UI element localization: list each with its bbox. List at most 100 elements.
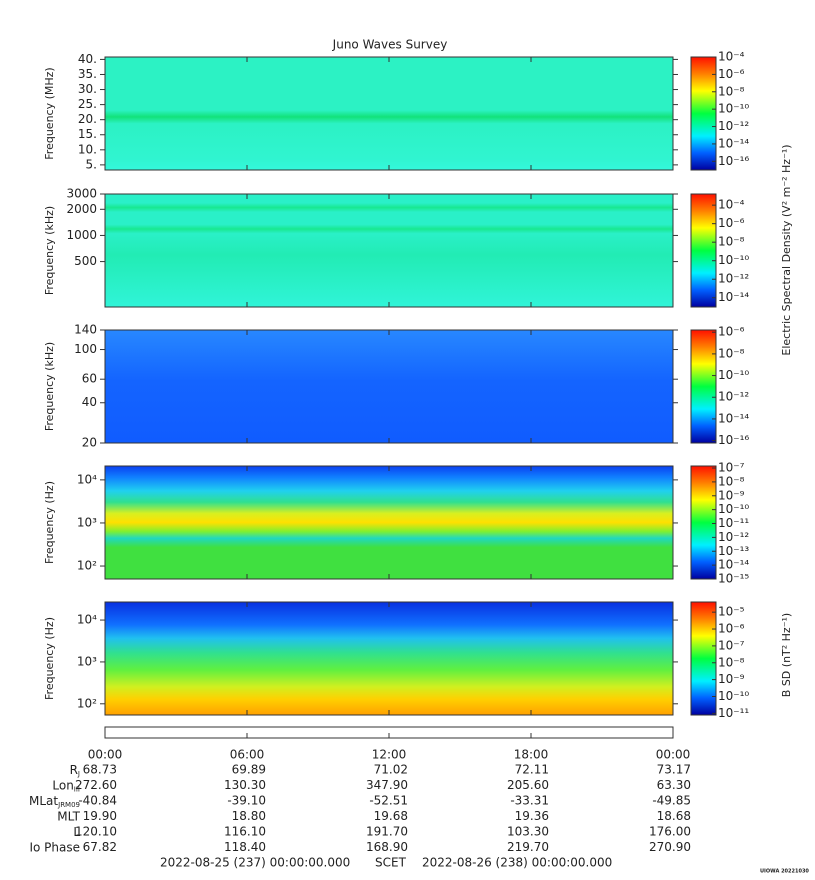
y-axis-label: Frequency (kHz)	[43, 342, 56, 431]
ephemeris-value: 205.60	[507, 778, 549, 792]
colorbar	[690, 56, 717, 171]
colorbar-tick-label: 10⁻¹²	[718, 530, 749, 544]
spectrogram	[105, 330, 673, 443]
colorbar-tick-label: 10⁻¹⁴	[718, 411, 749, 425]
y-tick-label: 10⁴	[77, 472, 97, 486]
colorbar-tick-label: 10⁻⁹	[718, 488, 745, 502]
y-tick-label: 10²	[77, 696, 97, 710]
colorbar-tick-label: 10⁻¹¹	[718, 516, 749, 530]
y-tick-label: 20.	[78, 112, 97, 126]
ephemeris-value: 272.60	[75, 778, 117, 792]
colorbar-tick-label: 10⁻¹¹	[718, 706, 749, 720]
y-axis-label: Frequency (kHz)	[43, 206, 56, 295]
ephemeris-value: 69.89	[232, 763, 266, 777]
ephemeris-value: 72.11	[515, 763, 549, 777]
ephemeris-value: 71.02	[374, 763, 408, 777]
y-tick-label: 10³	[77, 515, 97, 529]
ephemeris-value: 68.73	[83, 763, 117, 777]
ephemeris-value: 19.90	[83, 809, 117, 823]
spectrogram	[105, 602, 673, 715]
colorbar-tick-label: 10⁻¹⁰	[718, 368, 749, 382]
footer-start: 2022-08-25 (237) 00:00:00.000	[160, 856, 350, 870]
colorbar-tick-label: 10⁻¹⁶	[718, 433, 749, 447]
colorbar-tick-label: 10⁻¹⁵	[718, 572, 749, 586]
ephemeris-value: 130.30	[224, 778, 266, 792]
ephemeris-value: 73.17	[657, 763, 691, 777]
ephemeris-label-sub: JRM09	[57, 801, 80, 809]
colorbar-tick-label: 10⁻¹⁰	[718, 102, 749, 116]
ephemeris-label-text: R	[70, 763, 78, 777]
y-axis-label: Frequency (Hz)	[43, 481, 56, 564]
x-tick-label: 00:00	[656, 748, 691, 762]
ephemeris-label: MLatJRM09	[29, 794, 80, 810]
ephemeris-label-text: Io Phase	[29, 840, 80, 854]
ephemeris-label-text: Lon	[52, 778, 73, 792]
colorbar-tick-label: 10⁻⁸	[718, 346, 745, 360]
colorbar	[690, 193, 717, 308]
ephemeris-value: 191.70	[366, 825, 408, 839]
footer-end: 2022-08-26 (238) 00:00:00.000	[422, 856, 612, 870]
x-tick-label: 12:00	[372, 748, 407, 762]
x-tick-label: 18:00	[514, 748, 549, 762]
ephemeris-label: MLT	[57, 809, 80, 823]
x-tick-label: 00:00	[88, 748, 123, 762]
ephemeris-value: -39.10	[227, 794, 266, 808]
y-tick-label: 10²	[77, 559, 97, 573]
ephemeris-value: 19.36	[515, 809, 549, 823]
y-tick-label: 40.	[78, 52, 97, 66]
credit: UIOWA 20221030	[760, 869, 809, 875]
y-tick-label: 2000	[66, 202, 97, 216]
ephemeris-value: 219.70	[507, 840, 549, 854]
colorbar-tick-label: 10⁻⁶	[718, 216, 745, 230]
y-tick-label: 60	[82, 372, 97, 386]
ephemeris-label-text: MLT	[57, 809, 80, 823]
x-tick-label: 06:00	[230, 748, 265, 762]
ephemeris-label-text: MLat	[29, 794, 58, 808]
colorbar-tick-label: 10⁻⁴	[718, 50, 745, 64]
ephemeris-value: 116.10	[224, 825, 266, 839]
ephemeris-value: 270.90	[649, 840, 691, 854]
colorbar-tick-label: 10⁻⁶	[718, 67, 745, 81]
colorbar-tick-label: 10⁻⁵	[718, 605, 745, 619]
ephemeris-value: 18.68	[657, 809, 691, 823]
colorbar-tick-label: 10⁻¹⁴	[718, 290, 749, 304]
colorbar-tick-label: 10⁻¹⁶	[718, 154, 749, 168]
spectrogram	[105, 194, 673, 307]
y-tick-label: 30.	[78, 82, 97, 96]
ephemeris-value: 120.10	[75, 825, 117, 839]
ephemeris-label-sub: III	[74, 786, 80, 794]
colorbar-tick-label: 10⁻⁴	[718, 198, 745, 212]
colorbar-tick-label: 10⁻⁶	[718, 325, 745, 339]
y-tick-label: 500	[74, 254, 97, 268]
colorbar-label: B SD (nT² Hz⁻¹)	[780, 613, 793, 697]
ephemeris-value: 176.00	[649, 825, 691, 839]
y-tick-label: 35.	[78, 67, 97, 81]
ephemeris-value: 67.82	[83, 840, 117, 854]
colorbar	[690, 329, 717, 444]
y-tick-label: 20	[82, 436, 97, 450]
ephemeris-label-sub: J	[77, 770, 80, 778]
colorbar	[690, 601, 717, 716]
ephemeris-value: -49.85	[652, 794, 691, 808]
ephemeris-value: -52.51	[369, 794, 408, 808]
colorbar-tick-label: 10⁻⁸	[718, 474, 745, 488]
colorbar-label: Electric Spectral Density (V² m⁻² Hz⁻¹)	[780, 144, 793, 355]
ephemeris-value: 19.68	[374, 809, 408, 823]
y-tick-label: 40	[82, 395, 97, 409]
colorbar-tick-label: 10⁻¹⁴	[718, 136, 749, 150]
ephemeris-label: RJ	[70, 763, 80, 779]
y-tick-label: 140	[74, 323, 97, 337]
y-tick-label: 10⁴	[77, 613, 97, 627]
ephemeris-value: -40.84	[78, 794, 117, 808]
colorbar-tick-label: 10⁻¹³	[718, 544, 749, 558]
colorbar-tick-label: 10⁻¹⁰	[718, 689, 749, 703]
y-tick-label: 10³	[77, 654, 97, 668]
y-axis-label: Frequency (Hz)	[43, 617, 56, 700]
ephemeris-label-text: L	[73, 825, 80, 839]
ephemeris-label: L	[73, 825, 80, 839]
spectrogram	[105, 466, 673, 579]
ephemeris-label: LonIII	[52, 778, 80, 794]
y-tick-label: 10.	[78, 142, 97, 156]
ephemeris-value: 118.40	[224, 840, 266, 854]
